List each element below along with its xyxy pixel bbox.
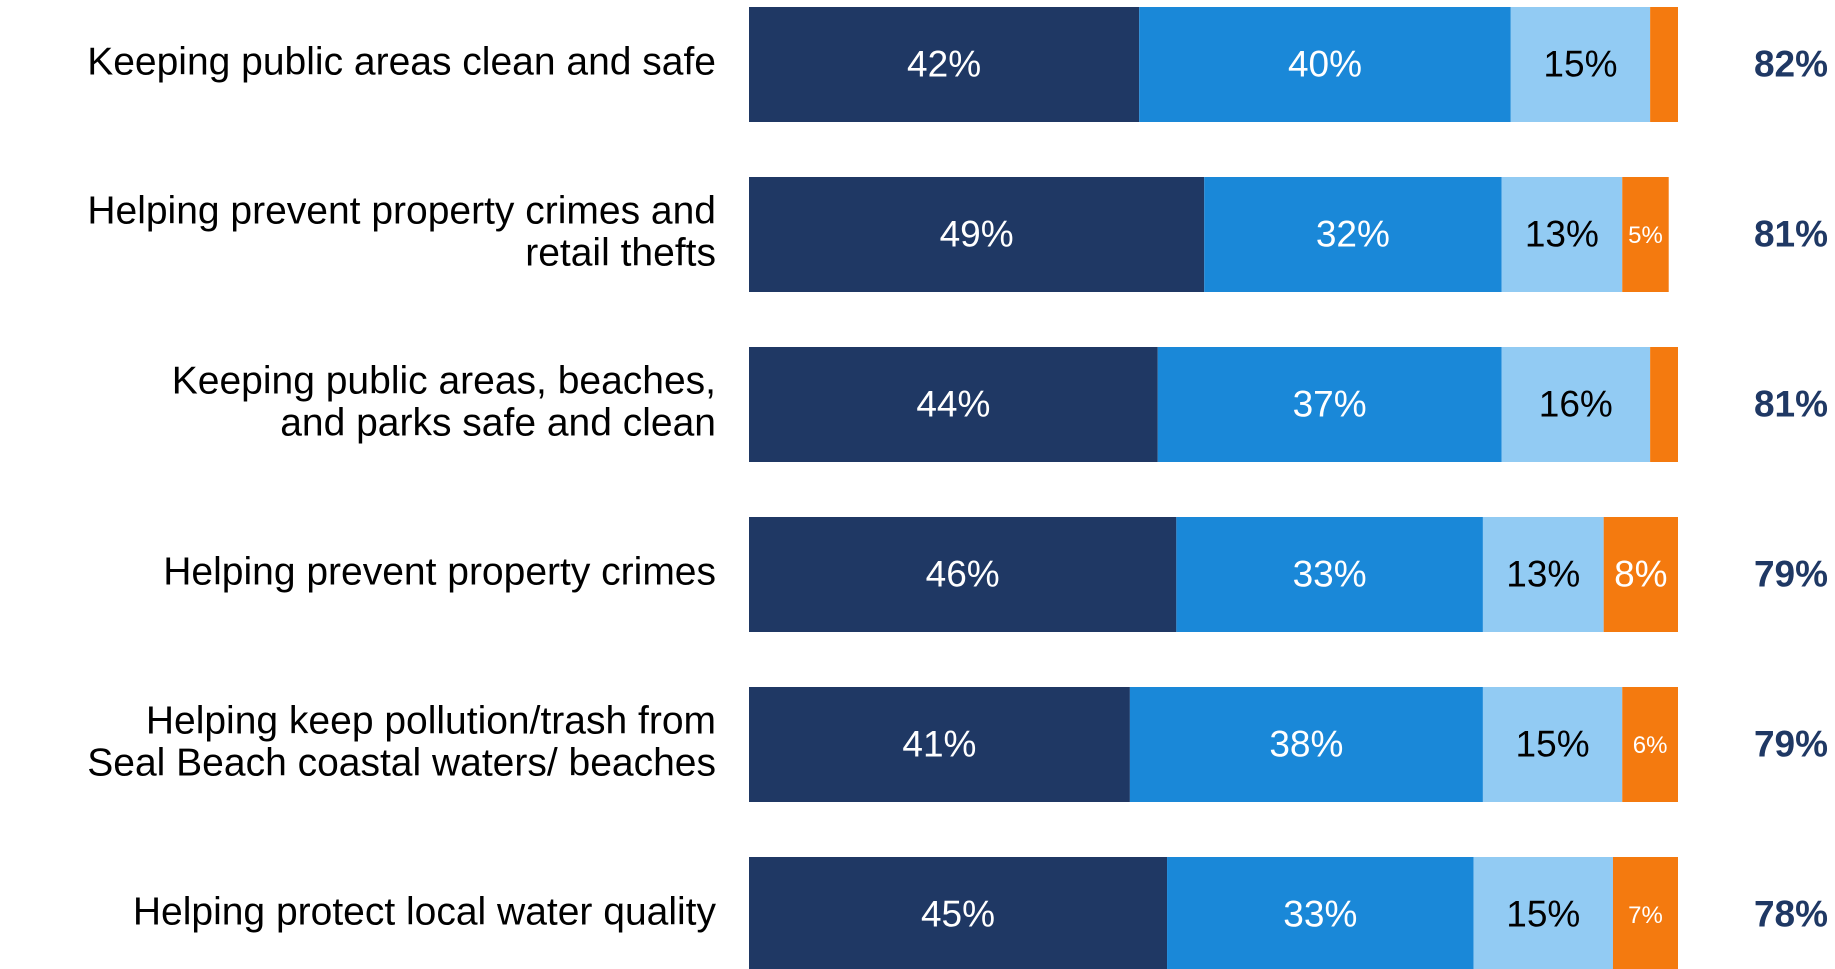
bar-segment xyxy=(749,687,1130,802)
bar-segment xyxy=(1176,517,1483,632)
category-line: Keeping public areas clean and safe xyxy=(87,41,716,84)
category-label: Helping protect local water quality xyxy=(133,891,717,934)
bar-segment xyxy=(1473,857,1613,969)
value-label: 6% xyxy=(1633,732,1668,759)
total-label: 81% xyxy=(1754,213,1828,254)
value-label: 13% xyxy=(1525,213,1599,254)
value-label: 42% xyxy=(907,43,981,84)
bar-segment xyxy=(1204,177,1502,292)
bar-segment xyxy=(1622,177,1669,292)
value-label: 49% xyxy=(940,213,1014,254)
category-label: Helping prevent property crimes and retai… xyxy=(87,190,716,275)
value-label: 8% xyxy=(1614,553,1667,594)
category-label: Keeping public areas, beaches, and parks … xyxy=(172,360,716,445)
value-label: 13% xyxy=(1506,553,1580,594)
total-label: 78% xyxy=(1754,893,1828,934)
category-line: Helping protect local water quality xyxy=(133,891,717,934)
bar-segment xyxy=(1139,7,1511,122)
value-label: 5% xyxy=(1628,222,1663,249)
category-label: Keeping public areas clean and safe xyxy=(87,41,716,84)
total-label: 79% xyxy=(1754,723,1828,764)
bar-segment xyxy=(1482,517,1604,632)
bar-segment xyxy=(1501,177,1623,292)
value-label: 40% xyxy=(1288,43,1362,84)
value-label: 41% xyxy=(902,723,976,764)
category-line: Helping keep pollution/trash from xyxy=(146,700,716,743)
value-label: 15% xyxy=(1543,43,1617,84)
value-label: 16% xyxy=(1539,383,1613,424)
bar-segment xyxy=(1510,7,1651,122)
bar-segment xyxy=(749,347,1158,462)
value-label: 44% xyxy=(916,383,990,424)
category-line: Keeping public areas, beaches, xyxy=(172,360,716,403)
bar-segment xyxy=(1157,347,1502,462)
bar-segment xyxy=(749,177,1205,292)
category-line: Helping prevent property crimes xyxy=(163,551,716,594)
bar-segment xyxy=(749,517,1177,632)
value-label: 7% xyxy=(1628,902,1663,929)
total-label: 79% xyxy=(1754,553,1828,594)
category-line: and parks safe and clean xyxy=(280,402,716,445)
value-label: 32% xyxy=(1316,213,1390,254)
value-label: 46% xyxy=(926,553,1000,594)
bar-segment xyxy=(749,857,1168,969)
bar-segment xyxy=(1612,857,1678,969)
value-label: 37% xyxy=(1293,383,1367,424)
bar-segment xyxy=(1622,687,1678,802)
total-label: 82% xyxy=(1754,43,1828,84)
category-line: Helping prevent property crimes and xyxy=(87,190,716,233)
bar-segment xyxy=(1482,687,1623,802)
category-label: Helping keep pollution/trash from Seal Be… xyxy=(87,700,716,785)
bar-segment xyxy=(1603,517,1678,632)
bar-segment xyxy=(1650,347,1678,462)
bar-segment xyxy=(1129,687,1483,802)
value-label: 15% xyxy=(1506,893,1580,934)
bar-segment xyxy=(1167,857,1474,969)
value-label: 38% xyxy=(1269,723,1343,764)
bar-segment xyxy=(749,7,1140,122)
bar-segment xyxy=(1650,7,1678,122)
total-label: 81% xyxy=(1754,383,1828,424)
category-line: Seal Beach coastal waters/ beaches xyxy=(87,742,716,785)
value-label: 45% xyxy=(921,893,995,934)
bar-segment xyxy=(1501,347,1651,462)
category-label: Helping prevent property crimes xyxy=(163,551,716,594)
category-line: retail thefts xyxy=(525,232,716,275)
value-label: 15% xyxy=(1516,723,1590,764)
value-label: 33% xyxy=(1283,893,1357,934)
value-label: 33% xyxy=(1293,553,1367,594)
